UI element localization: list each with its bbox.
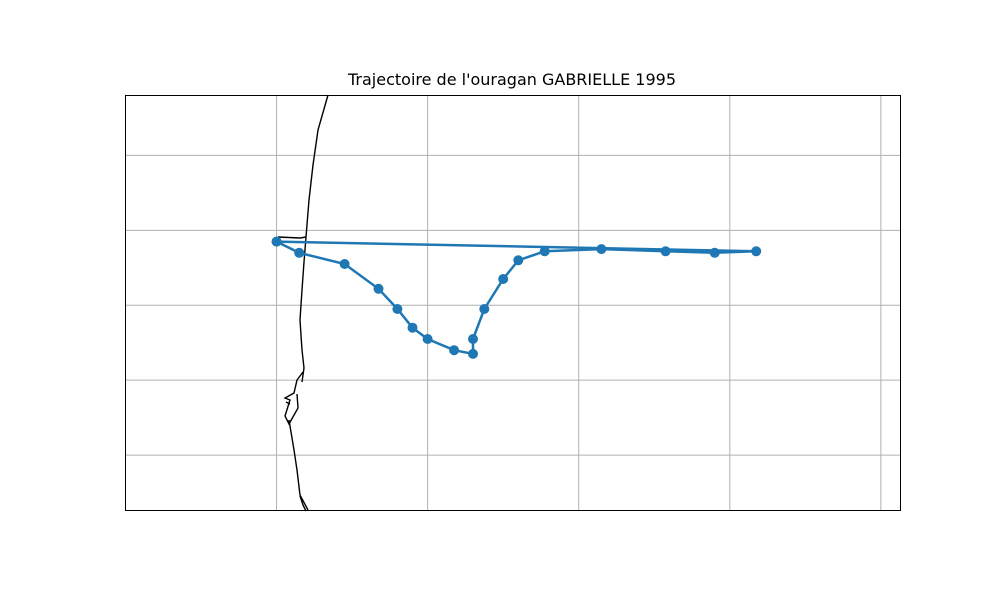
track: [271, 236, 762, 359]
map-frame: [125, 95, 901, 511]
track-point: [709, 247, 720, 258]
track-point: [468, 348, 478, 359]
track-point: [422, 334, 433, 344]
track-point: [660, 246, 671, 257]
track-point: [498, 274, 509, 284]
track-point: [449, 345, 460, 356]
track-point: [373, 283, 384, 294]
map-title: Trajectoire de l'ouragan GABRIELLE 1995: [348, 70, 676, 89]
track-point: [539, 246, 550, 257]
track-point: [392, 304, 403, 314]
track-point: [751, 246, 762, 257]
track-point: [468, 334, 478, 344]
track-point: [407, 322, 418, 333]
track-point: [479, 304, 490, 314]
track-point: [294, 247, 305, 258]
track-point: [596, 244, 607, 255]
track-point: [339, 259, 350, 269]
track-point: [271, 236, 282, 247]
gridlines: [125, 95, 901, 511]
coastline: [277, 94, 329, 512]
track-point: [513, 255, 524, 266]
